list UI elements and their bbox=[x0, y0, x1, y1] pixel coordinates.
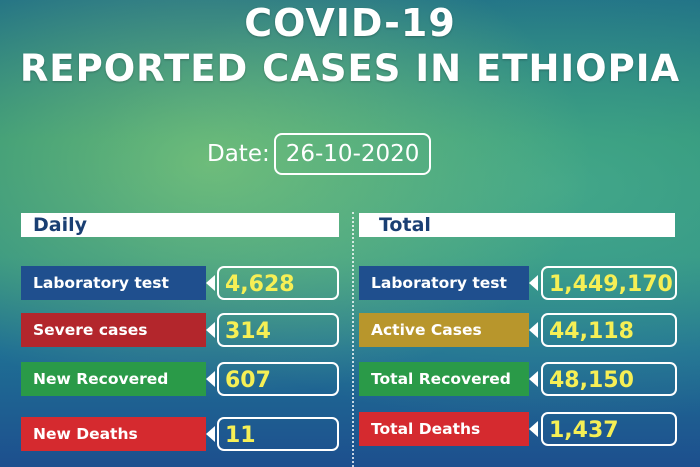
total-label: Total Deaths bbox=[359, 412, 529, 446]
total-value: 1,437 bbox=[541, 412, 677, 446]
daily-row-new-recovered: New Recovered 607 bbox=[21, 362, 339, 396]
total-value: 44,118 bbox=[541, 313, 677, 347]
chevron-left-icon bbox=[206, 275, 215, 291]
daily-label: Laboratory test bbox=[21, 266, 206, 300]
chevron-left-icon bbox=[206, 371, 215, 387]
chevron-left-icon bbox=[206, 426, 215, 442]
daily-header: Daily bbox=[21, 213, 339, 237]
column-divider bbox=[352, 212, 354, 467]
daily-value: 314 bbox=[217, 313, 339, 347]
total-value: 1,449,170 bbox=[541, 266, 677, 300]
daily-value: 11 bbox=[217, 417, 339, 451]
chevron-left-icon bbox=[529, 275, 538, 291]
total-row-laboratory-test: Laboratory test 1,449,170 bbox=[359, 266, 677, 300]
daily-row-laboratory-test: Laboratory test 4,628 bbox=[21, 266, 339, 300]
total-label: Active Cases bbox=[359, 313, 529, 347]
daily-row-severe-cases: Severe cases 314 bbox=[21, 313, 339, 347]
chevron-left-icon bbox=[529, 421, 538, 437]
chevron-left-icon bbox=[529, 371, 538, 387]
total-header: Total bbox=[359, 213, 675, 237]
chevron-left-icon bbox=[206, 322, 215, 338]
chevron-left-icon bbox=[529, 322, 538, 338]
daily-label: New Deaths bbox=[21, 417, 206, 451]
daily-label: Severe cases bbox=[21, 313, 206, 347]
daily-value: 607 bbox=[217, 362, 339, 396]
daily-row-new-deaths: New Deaths 11 bbox=[21, 417, 339, 451]
total-label: Total Recovered bbox=[359, 362, 529, 396]
daily-value: 4,628 bbox=[217, 266, 339, 300]
date-value: 26-10-2020 bbox=[273, 133, 432, 175]
total-row-total-recovered: Total Recovered 48,150 bbox=[359, 362, 677, 396]
page-subtitle: REPORTED CASES IN ETHIOPIA bbox=[19, 47, 681, 90]
report-date: Date: 26-10-2020 bbox=[207, 133, 432, 175]
daily-label: New Recovered bbox=[21, 362, 206, 396]
date-label: Date: bbox=[207, 141, 270, 167]
total-row-active-cases: Active Cases 44,118 bbox=[359, 313, 677, 347]
total-label: Laboratory test bbox=[359, 266, 529, 300]
page-title: COVID-19 bbox=[244, 1, 456, 45]
total-value: 48,150 bbox=[541, 362, 677, 396]
total-row-total-deaths: Total Deaths 1,437 bbox=[359, 412, 677, 446]
